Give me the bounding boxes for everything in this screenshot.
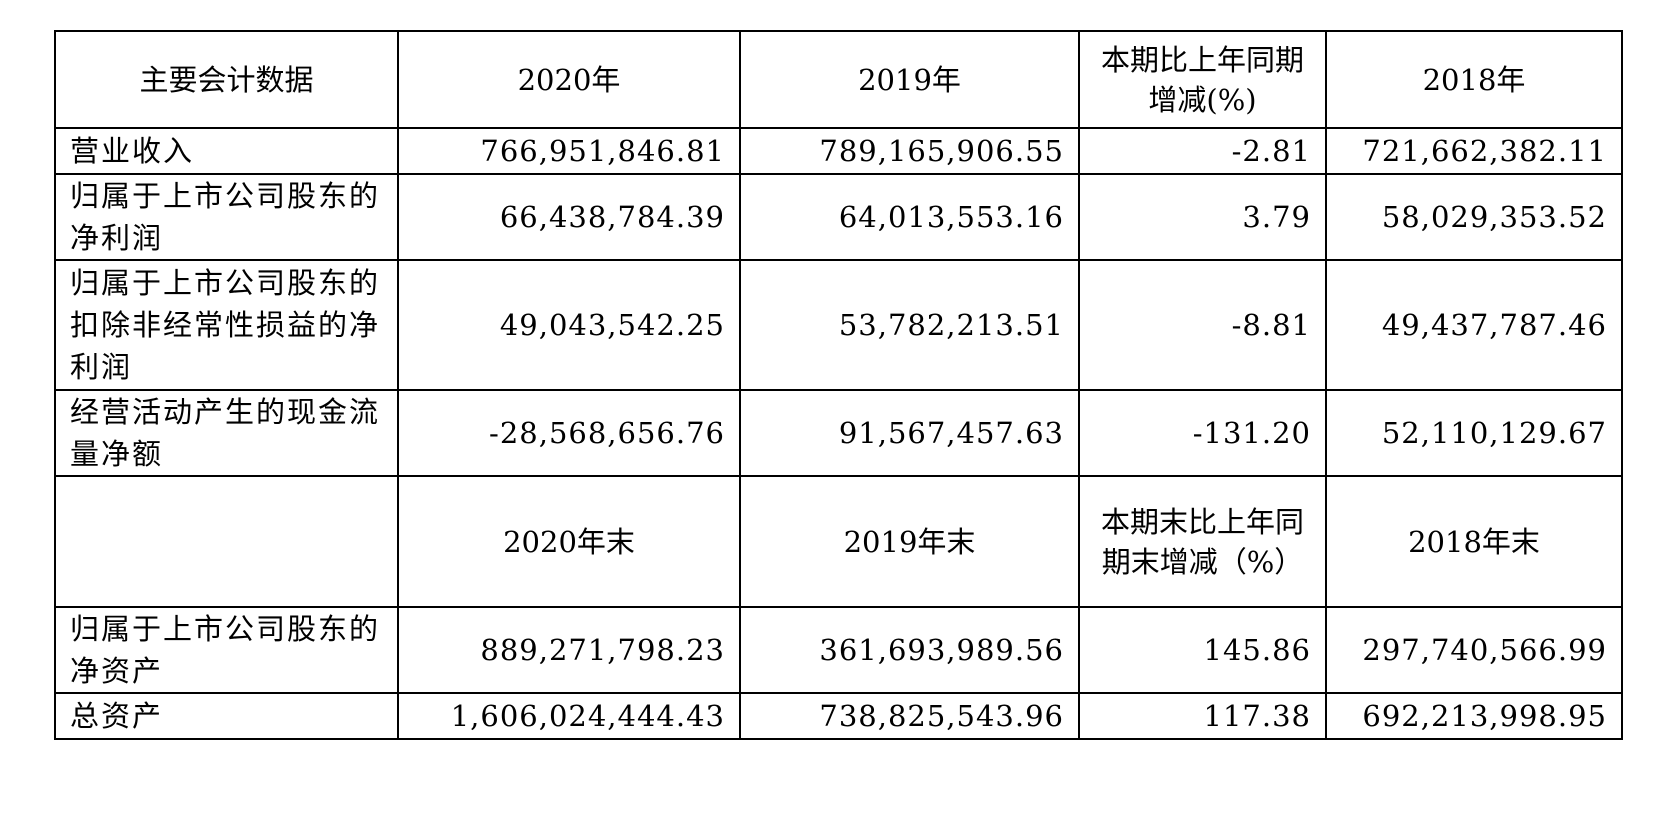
- table-row: 归属于上市公司股东的净利润 66,438,784.39 64,013,553.1…: [54, 173, 1623, 261]
- header-2018: 2018年: [1325, 30, 1623, 129]
- value-2018: 692,213,998.95: [1325, 692, 1623, 740]
- subheader-2019: 2019年末: [739, 475, 1080, 608]
- row-label: 归属于上市公司股东的净利润: [54, 173, 399, 261]
- value-2020: 66,438,784.39: [397, 173, 741, 261]
- table-row: 归属于上市公司股东的扣除非经常性损益的净利润 49,043,542.25 53,…: [54, 259, 1623, 391]
- value-2018: 49,437,787.46: [1325, 259, 1623, 391]
- table-row: 经营活动产生的现金流量净额 -28,568,656.76 91,567,457.…: [54, 389, 1623, 477]
- value-change: 117.38: [1078, 692, 1327, 740]
- value-change: -2.81: [1078, 127, 1327, 175]
- subheader-2018: 2018年末: [1325, 475, 1623, 608]
- value-2020: -28,568,656.76: [397, 389, 741, 477]
- value-2018: 721,662,382.11: [1325, 127, 1623, 175]
- row-label: 总资产: [54, 692, 399, 740]
- table-header-row: 主要会计数据 2020年 2019年 本期比上年同期增减(%) 2018年: [54, 30, 1623, 129]
- key-financial-data-table: 主要会计数据 2020年 2019年 本期比上年同期增减(%) 2018年 营业…: [54, 30, 1623, 740]
- row-label: 归属于上市公司股东的扣除非经常性损益的净利润: [54, 259, 399, 391]
- value-change: 145.86: [1078, 606, 1327, 694]
- subheader-change: 本期末比上年同期末增减（%）: [1078, 475, 1327, 608]
- value-change: -131.20: [1078, 389, 1327, 477]
- header-change: 本期比上年同期增减(%): [1078, 30, 1327, 129]
- value-2020: 889,271,798.23: [397, 606, 741, 694]
- subheader-2020: 2020年末: [397, 475, 741, 608]
- value-2020: 1,606,024,444.43: [397, 692, 741, 740]
- table-subheader-row: 2020年末 2019年末 本期末比上年同期末增减（%） 2018年末: [54, 475, 1623, 608]
- value-2019: 91,567,457.63: [739, 389, 1080, 477]
- value-change: -8.81: [1078, 259, 1327, 391]
- subheader-label: [54, 475, 399, 608]
- table-row: 总资产 1,606,024,444.43 738,825,543.96 117.…: [54, 692, 1623, 740]
- value-2018: 52,110,129.67: [1325, 389, 1623, 477]
- header-2019: 2019年: [739, 30, 1080, 129]
- value-2019: 53,782,213.51: [739, 259, 1080, 391]
- table-row: 营业收入 766,951,846.81 789,165,906.55 -2.81…: [54, 127, 1623, 175]
- value-2018: 58,029,353.52: [1325, 173, 1623, 261]
- header-2020: 2020年: [397, 30, 741, 129]
- value-2019: 738,825,543.96: [739, 692, 1080, 740]
- value-change: 3.79: [1078, 173, 1327, 261]
- table-row: 归属于上市公司股东的净资产 889,271,798.23 361,693,989…: [54, 606, 1623, 694]
- value-2020: 49,043,542.25: [397, 259, 741, 391]
- row-label: 归属于上市公司股东的净资产: [54, 606, 399, 694]
- value-2019: 361,693,989.56: [739, 606, 1080, 694]
- value-2020: 766,951,846.81: [397, 127, 741, 175]
- header-label: 主要会计数据: [54, 30, 399, 129]
- value-2019: 789,165,906.55: [739, 127, 1080, 175]
- value-2018: 297,740,566.99: [1325, 606, 1623, 694]
- row-label: 经营活动产生的现金流量净额: [54, 389, 399, 477]
- row-label: 营业收入: [54, 127, 399, 175]
- value-2019: 64,013,553.16: [739, 173, 1080, 261]
